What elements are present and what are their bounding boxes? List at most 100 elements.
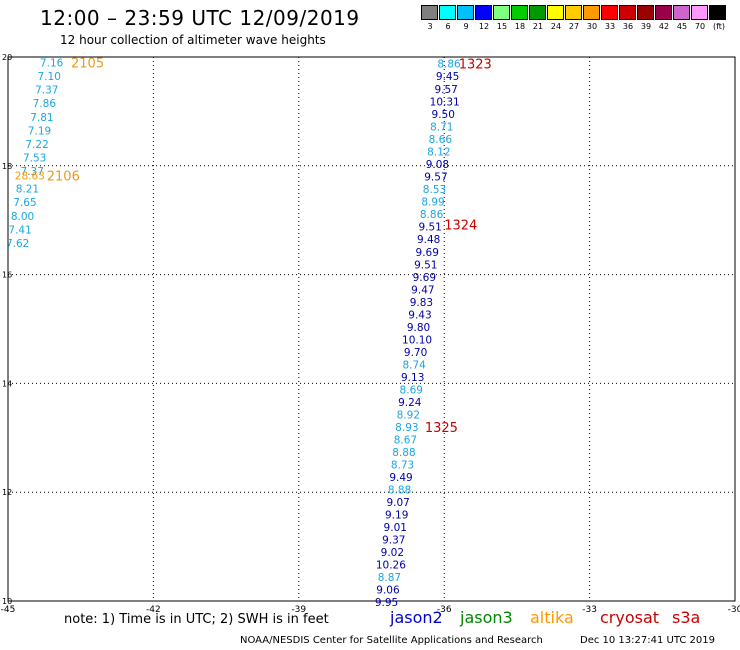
swh-value: 8.99: [421, 197, 444, 209]
swh-value: 8.73: [391, 459, 414, 471]
legend-swatch-label: 45: [676, 22, 688, 31]
legend-swatch-label: 39: [640, 22, 652, 31]
swh-value: 8.88: [392, 447, 415, 459]
legend-swatch-label: 42: [658, 22, 670, 31]
legend-swatch: [439, 5, 456, 20]
legend-swatch-label: 36: [622, 22, 634, 31]
swh-value: 9.19: [385, 510, 408, 522]
legend-swatch-label: 70: [694, 22, 706, 31]
footer-note: note: 1) Time is in UTC; 2) SWH is in fe…: [64, 612, 329, 627]
legend-swatch-label: 27: [568, 22, 580, 31]
swh-value: 9.01: [384, 522, 407, 534]
swh-value: 8.86: [437, 59, 461, 71]
y-tick-label: 10: [2, 597, 12, 606]
swh-value: 9.57: [424, 172, 447, 184]
swh-value: 9.57: [434, 84, 457, 96]
legend-swatch-label: 21: [532, 22, 544, 31]
swh-value: 9.07: [386, 497, 409, 509]
x-tick-label: -33: [582, 605, 597, 615]
swh-value: 9.48: [417, 234, 440, 246]
swh-value: 8.92: [397, 409, 420, 421]
swh-value: 9.43: [408, 309, 431, 321]
swh-value: 7.22: [25, 139, 48, 151]
legend-swatch-label: 30: [586, 22, 598, 31]
timestamp-text: Dec 10 13:27:41 UTC 2019: [580, 635, 715, 646]
credit-text: NOAA/NESDIS Center for Satellite Applica…: [240, 635, 543, 646]
swh-value: 8.86: [420, 209, 444, 221]
color-legend: [421, 5, 727, 20]
swh-value: 8.93: [395, 422, 418, 434]
y-tick-label: 12: [2, 488, 12, 497]
x-tick-label: -30: [728, 605, 740, 615]
orbit-label: 1325: [425, 421, 458, 436]
swh-value: 8.87: [378, 572, 401, 584]
page-subtitle: 12 hour collection of altimeter wave hei…: [60, 33, 326, 47]
swh-value: 10.10: [402, 334, 432, 346]
swh-value: 10.31: [430, 97, 460, 109]
legend-swatch-label: 6: [445, 22, 451, 31]
legend-swatch: [565, 5, 582, 20]
swh-value: 10.26: [376, 560, 406, 572]
swh-value: 9.83: [410, 297, 433, 309]
legend-swatch: [475, 5, 492, 20]
legend-swatch: [511, 5, 528, 20]
swh-value: 8.67: [394, 434, 417, 446]
swh-value: 7.86: [33, 98, 57, 110]
legend-cryosat: cryosat: [600, 608, 660, 627]
swh-value: 9.45: [436, 71, 459, 83]
swh-value: 9.50: [432, 109, 455, 121]
swh-value: 9.69: [416, 247, 439, 259]
swh-value: 9.02: [381, 547, 404, 559]
swh-value: 7.19: [28, 125, 51, 137]
page-title: 12:00 – 23:59 UTC 12/09/2019: [40, 6, 360, 30]
orbit-label: 1324: [444, 219, 477, 234]
legend-swatch-label: 12: [478, 22, 490, 31]
swh-value: 9.95: [375, 597, 398, 609]
legend-swatch: [601, 5, 618, 20]
legend-swatch: [619, 5, 636, 20]
legend-swatch: [529, 5, 546, 20]
legend-swatch: [583, 5, 600, 20]
legend-s3a: s3a: [672, 608, 701, 627]
legend-jason2: jason2: [390, 608, 443, 627]
swh-value: 7.62: [6, 238, 29, 250]
legend-swatch-label: 15: [496, 22, 508, 31]
swh-value: 9.51: [418, 222, 441, 234]
swh-value: 7.65: [13, 197, 36, 209]
legend-jason3: jason3: [460, 608, 513, 627]
swh-value: 8.74: [402, 359, 426, 371]
x-tick-label: -45: [1, 605, 16, 615]
orbit-label: 2106: [47, 170, 80, 185]
swh-value: 8.69: [400, 384, 423, 396]
swh-value: 7.81: [30, 112, 53, 124]
legend-swatch: [547, 5, 564, 20]
swh-value: 7.37: [21, 166, 44, 178]
swh-value: 9.37: [382, 535, 405, 547]
legend-swatch: [457, 5, 474, 20]
swh-value: 9.49: [389, 472, 412, 484]
y-tick-label: 18: [2, 162, 12, 171]
swh-value: 9.51: [414, 259, 437, 271]
swh-value: 9.70: [404, 347, 427, 359]
legend-altika: altika: [530, 608, 574, 627]
swh-value: 8.00: [11, 211, 34, 223]
swh-value: 9.24: [398, 397, 422, 409]
swh-value: 8.21: [16, 184, 39, 196]
legend-swatch: [709, 5, 726, 20]
y-tick-label: 16: [2, 271, 12, 280]
orbit-label: 1323: [459, 58, 492, 73]
swh-value: 7.37: [35, 85, 58, 97]
legend-swatch: [493, 5, 510, 20]
map-frame: [7, 56, 736, 602]
orbit-label: 2105: [71, 56, 104, 71]
swh-value: 9.69: [413, 272, 436, 284]
legend-unit: (ft): [712, 22, 726, 31]
x-tick-label: -39: [291, 605, 306, 615]
y-tick-label: 20: [2, 53, 12, 62]
legend-swatch-label: 33: [604, 22, 616, 31]
swh-value: 8.71: [430, 122, 453, 134]
legend-swatch-label: 24: [550, 22, 562, 31]
swh-value: 28.63: [15, 171, 45, 183]
swh-value: 8.66: [429, 134, 453, 146]
